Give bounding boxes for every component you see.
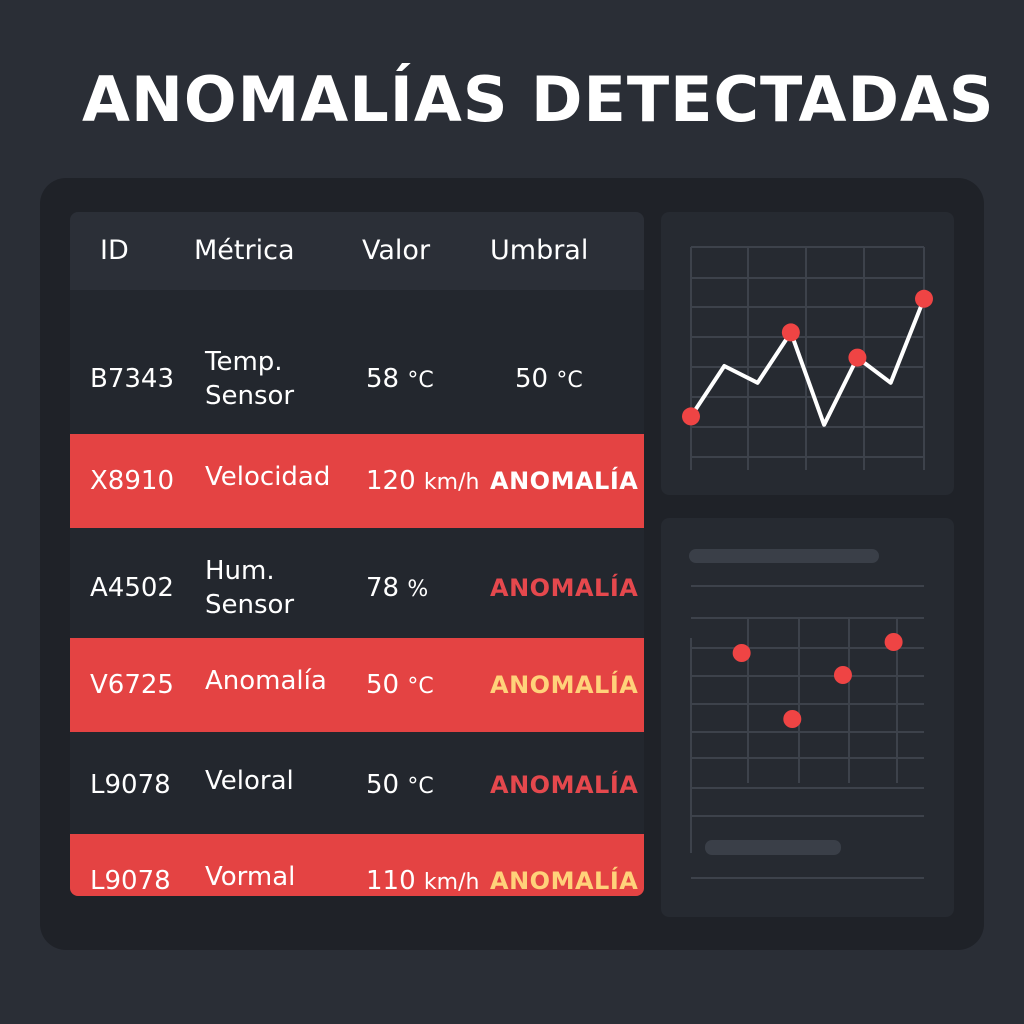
table-row[interactable]: L9078 Veloral 50 °C ANOMALÍA bbox=[70, 736, 644, 834]
row-value: 110 km/h bbox=[366, 864, 479, 896]
status-badge: ANOMALÍA bbox=[490, 574, 639, 602]
placeholder-bar-bottom bbox=[705, 840, 841, 855]
row-threshold-number: 50 bbox=[515, 364, 549, 394]
row-value-number: 58 bbox=[366, 364, 400, 394]
data-point bbox=[884, 633, 903, 651]
row-id: V6725 bbox=[90, 670, 174, 700]
scatter-chart bbox=[690, 585, 924, 879]
row-threshold-unit: °C bbox=[556, 368, 583, 393]
row-value: 50 °C bbox=[366, 668, 434, 704]
table-row[interactable]: A4502 Hum. Sensor 78 % ANOMALÍA bbox=[70, 538, 644, 638]
row-value-unit: km/h bbox=[423, 870, 480, 895]
row-value-number: 50 bbox=[366, 670, 400, 700]
scatter-chart-card bbox=[661, 518, 954, 917]
status-badge: ANOMALÍA bbox=[490, 867, 639, 895]
line-chart bbox=[682, 246, 933, 470]
row-metric: Velocidad bbox=[205, 462, 331, 492]
row-metric: Temp. bbox=[205, 347, 283, 377]
data-point bbox=[781, 323, 800, 342]
row-value: 58 °C bbox=[366, 362, 434, 398]
placeholder-bar-top bbox=[689, 549, 879, 563]
row-metric: Veloral bbox=[205, 766, 294, 796]
row-value-number: 50 bbox=[366, 770, 400, 800]
dashboard-panel: ID Métrica Valor Umbral B7343 Temp. Sensor… bbox=[40, 178, 984, 950]
row-id: L9078 bbox=[90, 866, 171, 896]
row-value-unit: °C bbox=[407, 774, 434, 799]
data-point bbox=[783, 710, 802, 728]
row-value-number: 78 bbox=[366, 573, 400, 603]
data-point bbox=[848, 348, 867, 367]
row-value: 50 °C bbox=[366, 768, 434, 804]
row-metric-line2: Sensor bbox=[205, 381, 295, 411]
line-chart-card bbox=[661, 212, 954, 495]
series-line bbox=[689, 296, 926, 427]
data-point bbox=[833, 666, 852, 684]
header-metric[interactable]: Métrica bbox=[194, 235, 295, 266]
row-value: 78 % bbox=[366, 571, 428, 607]
data-point bbox=[915, 289, 933, 308]
table-row[interactable]: X8910 Velocidad 120 km/h ANOMALÍA bbox=[70, 434, 644, 528]
table-row[interactable]: V6725 Anomalía 50 °C ANOMALÍA bbox=[70, 638, 644, 732]
status-badge: ANOMALÍA bbox=[490, 671, 639, 699]
row-id: B7343 bbox=[90, 364, 175, 394]
row-metric: Anomalía bbox=[205, 666, 327, 696]
header-id[interactable]: ID bbox=[100, 235, 129, 266]
data-point bbox=[732, 644, 751, 662]
row-metric-line2: Sensor bbox=[205, 590, 295, 620]
row-id: L9078 bbox=[90, 770, 171, 800]
row-value: 120 km/h bbox=[366, 464, 479, 500]
row-value-number: 120 bbox=[366, 466, 416, 496]
row-value-number: 110 bbox=[366, 866, 416, 896]
row-id: X8910 bbox=[90, 466, 174, 496]
row-value-unit: % bbox=[407, 577, 429, 602]
table-header: ID Métrica Valor Umbral bbox=[70, 212, 644, 290]
header-threshold[interactable]: Umbral bbox=[490, 235, 589, 266]
row-id: A4502 bbox=[90, 573, 174, 603]
page-title: ANOMALÍAS DETECTADAS bbox=[82, 63, 995, 136]
data-point bbox=[682, 407, 700, 426]
row-metric: Hum. bbox=[205, 556, 275, 586]
anomaly-table: ID Métrica Valor Umbral B7343 Temp. Sensor… bbox=[70, 212, 644, 896]
row-value-unit: km/h bbox=[423, 470, 480, 495]
row-threshold: 50 °C bbox=[515, 362, 583, 398]
status-badge: ANOMALÍA bbox=[490, 467, 639, 495]
status-badge: ANOMALÍA bbox=[490, 771, 639, 799]
table-row[interactable]: L9078 Vormal 110 km/h ANOMALÍA bbox=[70, 834, 644, 896]
row-metric: Vormal bbox=[205, 862, 296, 892]
row-value-unit: °C bbox=[407, 674, 434, 699]
row-value-unit: °C bbox=[407, 368, 434, 393]
header-value[interactable]: Valor bbox=[362, 235, 431, 266]
table-row[interactable]: B7343 Temp. Sensor 58 °C 50 °C bbox=[70, 324, 644, 434]
